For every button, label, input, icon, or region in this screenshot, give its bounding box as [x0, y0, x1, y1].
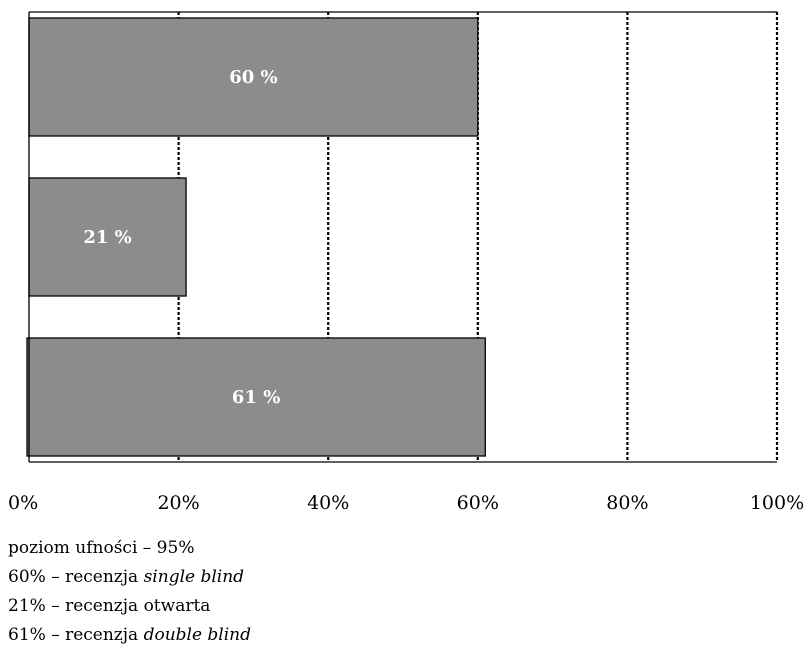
x-tick-labels: 0% 20% 40% 60% 80% 100% — [8, 492, 804, 514]
axes — [28, 11, 777, 463]
note-line: 60% – recenzja single blind — [8, 567, 245, 587]
chart-notes: poziom ufności – 95% 60% – recenzja sing… — [8, 534, 251, 650]
x-tick-label: 60% — [457, 492, 499, 514]
bar — [28, 17, 479, 137]
bar-data-label: 60 % — [229, 67, 277, 88]
bar — [26, 337, 486, 457]
x-tick-label: 20% — [157, 492, 199, 514]
bar-data-label: 21 % — [83, 227, 131, 248]
x-tick-label: 100% — [750, 492, 804, 514]
note-line: 21% – recenzja otwarta — [8, 596, 211, 616]
x-tick-label: 40% — [307, 492, 349, 514]
bar-data-labels: 60 % 21 % 61 % — [83, 67, 280, 408]
note-line: poziom ufności – 95% — [8, 538, 195, 558]
bar-chart: 60 % 21 % 61 % 0% 20% 40% 60% 80% 100% — [8, 11, 804, 514]
note-line: 61% – recenzja double blind — [8, 625, 252, 645]
bar-data-label: 61 % — [232, 387, 280, 408]
x-tick-label: 80% — [606, 492, 648, 514]
x-tick-label: 0% — [8, 492, 38, 514]
